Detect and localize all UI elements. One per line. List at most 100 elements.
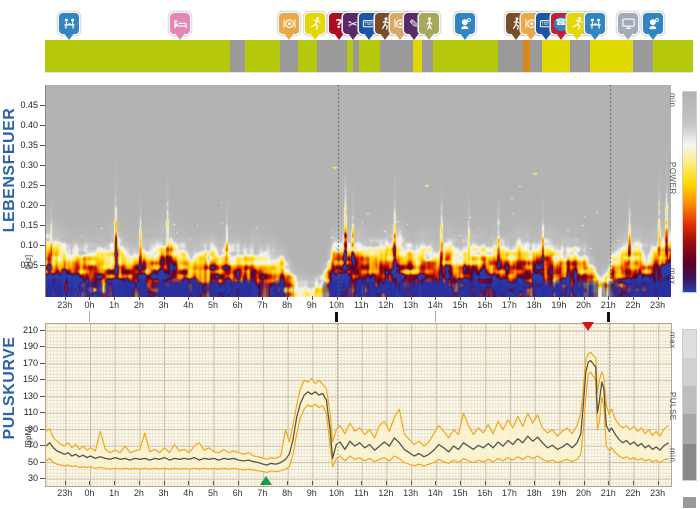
activity-marker-monitor[interactable] [618,13,638,40]
hour-label: 18h [526,300,542,310]
timeline-segment-orange [523,40,530,72]
pen-icon: ✎ [408,16,420,31]
activity-marker-runner[interactable] [305,13,325,40]
marker-pointer [395,33,405,40]
headgear-icon [648,18,659,30]
hour-tick [534,481,536,485]
value-tick-label: 0.05 [20,260,38,270]
value-tick [40,395,45,397]
hour-label: 19h [551,488,567,498]
hour-tick [336,296,338,300]
value-tick-label: 0.35 [20,140,38,150]
hour-tick [287,296,289,300]
event-marker-green-triangle [260,476,273,485]
hour-tick [138,296,140,300]
hour-label: 10h [328,488,345,498]
stander-icon [425,17,433,30]
value-tick-label: 150 [22,374,38,385]
headgear-icon [460,18,471,30]
hour-tick [608,481,610,485]
activity-marker-headgear[interactable] [455,13,475,40]
hour-label: 16h [477,488,493,498]
marker-pointer [623,33,633,40]
hour-label: 8h [282,300,293,310]
hour-tick [410,296,412,300]
marker-pointer [526,33,536,40]
pulse-chart[interactable] [45,323,672,487]
hour-tick [632,481,634,485]
hour-label: 17h [501,488,517,498]
value-tick-label: 190 [22,341,38,352]
timeline-segment-gray [530,40,542,72]
activity-marker-meeting[interactable] [585,13,605,40]
timeline-segment-lime [298,40,317,72]
hour-tick [558,481,560,485]
activity-marker-phone[interactable]: ☎ [551,13,571,40]
hour-label: 7h [257,488,268,498]
hour-tick [311,296,313,300]
hour-tick [657,296,659,300]
value-tick-label: 130 [22,390,38,401]
hour-label: 12h [378,488,394,498]
marker-pointer [572,33,582,40]
power-colorbar-max-label: max [668,268,677,285]
hour-label: 6h [232,488,243,498]
hour-label: 23h [57,488,73,498]
timeline-segment-yellow [542,40,570,72]
bed-icon [173,20,187,29]
hour-tick [361,296,363,300]
marker-pointer [64,33,74,40]
value-tick [40,225,45,226]
hour-label: 15h [452,300,468,310]
activity-marker-headgear[interactable] [643,13,663,40]
marker-pointer [590,33,600,40]
question-icon: ? [335,16,343,31]
pulse-curve-svg[interactable] [46,324,671,486]
activity-marker-meal[interactable] [279,13,299,40]
hour-tick [385,296,387,300]
walker-icon [512,17,520,30]
value-tick [40,379,45,381]
activity-marker-bed[interactable] [170,13,190,40]
timeline-segment-lime [433,40,498,72]
hour-label: 20h [576,300,592,310]
timeline-segment-yellow [590,40,633,72]
hour-label: 2h [133,300,144,310]
resize-handle[interactable] [683,497,696,508]
hour-tick [484,296,486,300]
marker-pointer [348,33,358,40]
scissors-icon: ✂ [347,16,359,31]
value-tick-label: 0.40 [20,120,38,130]
marker-pointer [175,33,185,40]
lebensfeuer-spectrogram[interactable] [45,85,671,297]
hour-label: 11h [354,488,369,498]
pulse-avg-line [46,359,669,466]
spectrogram-canvas[interactable] [46,85,671,297]
power-colorbar-min-label: min [668,93,677,108]
marker-pointer [409,33,419,40]
value-tick [40,105,45,106]
activity-marker-meeting[interactable] [59,13,79,40]
activity-marker-stander[interactable] [419,13,439,40]
marker-pointer [424,33,434,40]
activity-marker-scissors[interactable]: ✂ [343,13,363,40]
marker-pointer [460,33,470,40]
hour-label: 11h [354,300,369,310]
activity-marker-runner[interactable] [567,13,587,40]
activity-marker-keyboard[interactable] [359,13,379,40]
value-tick [40,362,45,364]
hour-tick [460,481,462,485]
pulse-max-line [46,351,669,460]
timeline-segment-gray [380,40,413,72]
hour-tick [385,481,387,485]
timeline-segment-lime [653,40,693,72]
hour-tick [361,481,363,485]
cursor-tick [607,312,611,322]
value-tick [40,330,45,331]
hour-label: 14h [427,300,443,310]
value-tick [40,125,45,126]
hour-label: 15h [452,488,468,498]
value-tick [40,346,45,348]
hour-tick [509,481,511,485]
hour-label: 1h [109,488,120,498]
